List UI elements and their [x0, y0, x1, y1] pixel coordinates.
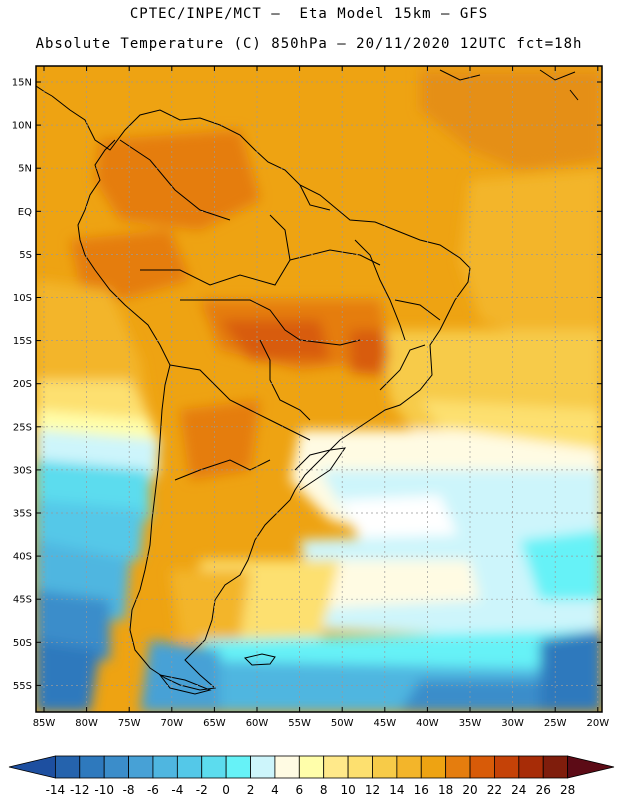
colorbar-tick-label: 22 [487, 783, 502, 797]
colorbar-swatch [469, 755, 495, 779]
map-title: CPTEC/INPE/MCT – Eta Model 15km – GFS [129, 6, 489, 22]
latitude-labels: 15N 10N 5N EQ 5S 10S 15S 20S 25S 30S 35S 40S 45S 50S 5… [12, 78, 32, 692]
colorbar-tick-label: 26 [536, 783, 551, 797]
lon-label: 40W [416, 718, 439, 729]
colorbar-tick-label: -2 [196, 783, 208, 797]
colorbar-swatch [542, 755, 569, 779]
colorbar-swatch [323, 755, 349, 779]
colorbar-tick-label: -4 [171, 783, 183, 797]
lat-label: 40S [13, 552, 32, 563]
colorbar-tick-label: -8 [123, 783, 135, 797]
lat-label: 5S [19, 250, 32, 261]
colorbar-swatch [225, 755, 251, 779]
lon-label: 60W [246, 718, 269, 729]
colorbar-tick-label: 12 [365, 783, 380, 797]
lat-label: 30S [13, 465, 32, 476]
colorbar-swatch [8, 755, 56, 779]
colorbar-swatch [420, 755, 447, 779]
colorbar-tick-label: -10 [94, 783, 114, 797]
colorbar-tick-label: 20 [462, 783, 477, 797]
map-frame [35, 65, 603, 713]
lat-label: EQ [18, 207, 32, 218]
colorbar-swatch [201, 755, 227, 779]
colorbar-swatch [128, 755, 154, 779]
longitude-labels: 85W 80W 75W 70W 65W 60W 55W 50W 45W 40W 35W 30W 25W 2… [33, 718, 610, 729]
colorbar-tick-label: 8 [320, 783, 328, 797]
lon-label: 75W [118, 718, 141, 729]
lon-label: 25W [544, 718, 567, 729]
grid-lines [36, 66, 602, 712]
colorbar: -14 -12 -10 -8 -6 -4 -2 0 2 4 6 8 10 12 14 16 18 20 22 24 26… [8, 755, 615, 797]
colorbar-swatch [494, 755, 520, 779]
colorbar-tick-label: 0 [222, 783, 230, 797]
colorbar-tick-label: -12 [70, 783, 90, 797]
colorbar-tick-label: 28 [560, 783, 575, 797]
colorbar-swatch [445, 755, 471, 779]
colorbar-swatch [396, 755, 422, 779]
lon-label: 20W [586, 718, 609, 729]
colorbar-tick-label: -6 [147, 783, 159, 797]
lon-label: 45W [373, 718, 396, 729]
map-subtitle: Absolute Temperature (C) 850hPa – 20/11/… [35, 36, 583, 52]
lat-label: 10N [12, 121, 32, 132]
lon-label: 35W [459, 718, 482, 729]
lon-label: 50W [331, 718, 354, 729]
colorbar-tick-label: 4 [271, 783, 279, 797]
colorbar-swatch [347, 755, 373, 779]
lon-label: 55W [288, 718, 311, 729]
lon-label: 80W [75, 718, 98, 729]
lon-label: 30W [501, 718, 524, 729]
colorbar-swatch [103, 755, 129, 779]
coastline-borders [36, 69, 579, 695]
colorbar-swatch [274, 755, 300, 779]
lat-label: 20S [13, 379, 32, 390]
lat-label: 15N [12, 78, 32, 89]
colorbar-swatch [518, 755, 544, 779]
colorbar-swatch [79, 755, 105, 779]
colorbar-tick-label: 18 [438, 783, 453, 797]
colorbar-swatch [298, 755, 325, 779]
colorbar-swatch [372, 755, 398, 779]
colorbar-tick-label: 10 [340, 783, 355, 797]
lon-label: 65W [203, 718, 226, 729]
axis-ticks [36, 66, 602, 712]
colorbar-swatch [567, 755, 615, 779]
lat-label: 55S [13, 681, 32, 692]
temperature-field [36, 66, 602, 712]
colorbar-swatch [54, 755, 81, 779]
colorbar-swatch [250, 755, 276, 779]
colorbar-tick-label: 2 [247, 783, 255, 797]
colorbar-tick-label: 6 [295, 783, 303, 797]
lon-label: 85W [33, 718, 56, 729]
colorbar-swatch [152, 755, 178, 779]
lat-label: 10S [13, 293, 32, 304]
lat-label: 25S [13, 422, 32, 433]
lat-label: 45S [13, 595, 32, 606]
colorbar-tick-label: 16 [414, 783, 429, 797]
colorbar-swatch [176, 755, 203, 779]
lat-label: 5N [18, 164, 32, 175]
lat-label: 35S [13, 509, 32, 520]
lat-label: 15S [13, 336, 32, 347]
colorbar-tick-label: 14 [389, 783, 404, 797]
lat-label: 50S [13, 638, 32, 649]
colorbar-tick-label: -14 [46, 783, 66, 797]
lon-label: 70W [160, 718, 183, 729]
colorbar-tick-label: 24 [511, 783, 526, 797]
